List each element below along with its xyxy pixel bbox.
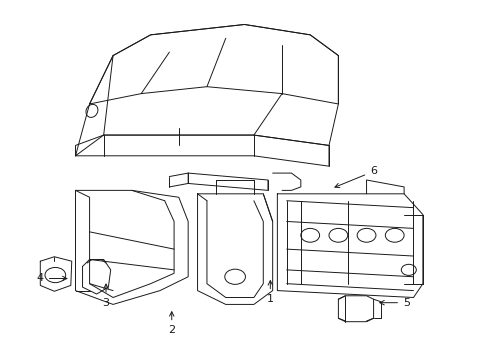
Text: 5: 5 bbox=[379, 298, 409, 308]
Text: 6: 6 bbox=[334, 166, 376, 188]
Text: 4: 4 bbox=[37, 274, 67, 283]
Text: 1: 1 bbox=[266, 281, 273, 304]
Text: 2: 2 bbox=[168, 312, 175, 335]
Text: 3: 3 bbox=[102, 284, 109, 308]
